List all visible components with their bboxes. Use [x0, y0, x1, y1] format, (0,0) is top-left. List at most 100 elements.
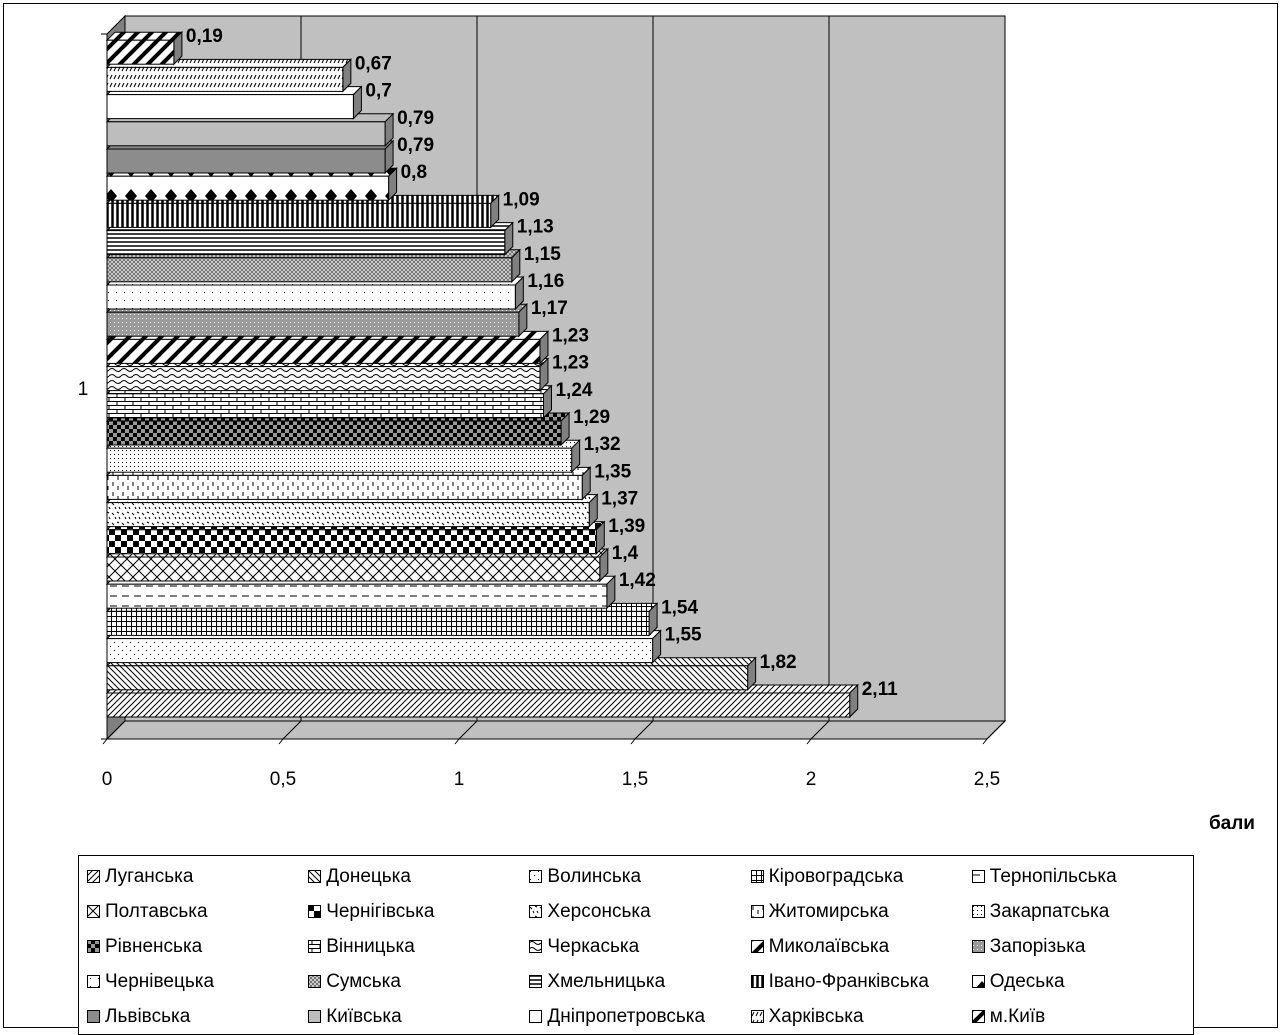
x-tick-label: 2,5	[974, 769, 1000, 790]
legend-item: Хмельницька	[529, 964, 750, 999]
legend-swatch	[750, 905, 764, 918]
x-tick-label: 0,5	[270, 769, 296, 790]
bar-25	[105, 30, 184, 66]
legend-label: Миколаївська	[768, 935, 890, 957]
floor-gridline	[810, 720, 830, 740]
legend-label: Чернівецька	[105, 970, 215, 992]
bar-value-label: 0,67	[355, 53, 392, 74]
legend-item: Житомирська	[750, 894, 972, 929]
bar-value-label: 1,39	[608, 516, 645, 537]
legend-label: Черкаська	[547, 935, 640, 957]
bar-15	[105, 302, 529, 338]
legend-swatch	[529, 940, 543, 953]
bar-value-label: 0,8	[401, 162, 427, 183]
legend-swatch	[87, 870, 100, 883]
x-tick-label: 1	[454, 769, 465, 790]
legend-item: Харківська	[750, 999, 972, 1034]
legend-label: Вінницька	[326, 935, 415, 957]
bar-value-label: 0,19	[186, 26, 223, 47]
legend-item: Закарпатська	[971, 894, 1193, 929]
x-tick-label: 2	[806, 769, 817, 790]
legend-swatch	[308, 1010, 322, 1023]
legend-swatch	[87, 1010, 100, 1023]
legend-item: Івано-Франківська	[750, 964, 972, 999]
x-tick	[102, 738, 108, 745]
bar-value-label: 1,32	[584, 434, 621, 455]
plot-floor	[105, 720, 1007, 740]
x-tick	[630, 738, 636, 745]
bar-value-label: 1,29	[573, 407, 610, 428]
legend-swatch	[971, 870, 985, 883]
chart-legend: Луганська Донецька Волинська Кіровоградська…	[78, 855, 1194, 1035]
legend-label: Кіровоградська	[768, 865, 904, 887]
legend-swatch	[750, 940, 764, 953]
bar-value-label: 1,23	[552, 353, 589, 374]
legend-item: Донецька	[308, 859, 529, 894]
x-tick	[806, 738, 812, 745]
legend-item: Львівська	[87, 999, 308, 1034]
legend-label: Рівненська	[105, 935, 203, 957]
legend-swatch	[971, 905, 985, 918]
legend-item: Кіровоградська	[750, 859, 972, 894]
bar-13	[105, 357, 550, 392]
legend-item: м.Київ	[971, 999, 1193, 1034]
bar-value-label: 1,82	[760, 652, 797, 673]
legend-label: Чернігівська	[326, 900, 435, 922]
legend-label: Херсонська	[547, 900, 651, 922]
legend-item: Херсонська	[529, 894, 750, 929]
bar-value-label: 1,37	[601, 489, 638, 510]
floor-gridline	[282, 720, 302, 740]
legend-item: Вінницька	[308, 929, 529, 964]
legend-swatch	[308, 870, 322, 883]
bar-value-label: 2,11	[862, 679, 898, 700]
bar-value-label: 1,54	[661, 597, 698, 618]
legend-swatch	[87, 940, 100, 953]
legend-swatch	[529, 870, 543, 883]
legend-item: Чернігівська	[308, 894, 529, 929]
category-label: 1	[78, 379, 89, 400]
legend-swatch	[529, 905, 543, 918]
bar-value-label: 1,42	[619, 570, 656, 591]
bar-value-label: 1,24	[555, 380, 592, 401]
legend-label: Тернопільська	[989, 865, 1117, 887]
floor-gridline	[634, 720, 654, 740]
legend-swatch	[750, 1010, 764, 1023]
legend-label: Івано-Франківська	[768, 970, 929, 992]
legend-item: Рівненська	[87, 929, 308, 964]
bar-value-label: 1,23	[552, 325, 589, 346]
bar-value-label: 1,35	[594, 461, 631, 482]
legend-label: Одеська	[989, 970, 1065, 992]
legend-swatch	[529, 975, 543, 988]
legend-item: Одеська	[971, 964, 1193, 999]
legend-swatch	[308, 940, 322, 953]
legend-label: Полтавська	[105, 900, 208, 922]
bar-value-label: 1,13	[517, 217, 554, 238]
legend-label: Дніпропетровська	[547, 1005, 706, 1027]
bar-value-label: 0,79	[397, 135, 434, 156]
legend-item: Київська	[308, 999, 529, 1034]
legend-item: Полтавська	[87, 894, 308, 929]
legend-item: Тернопільська	[971, 859, 1193, 894]
legend-label: Київська	[326, 1005, 402, 1027]
legend-label: Закарпатська	[989, 900, 1110, 922]
legend-item: Дніпропетровська	[529, 999, 750, 1034]
legend-item: Волинська	[529, 859, 750, 894]
legend-label: м.Київ	[989, 1005, 1046, 1027]
x-tick-label: 0	[102, 769, 113, 790]
floor-gridline	[106, 720, 126, 740]
bar-value-label: 0,79	[397, 108, 434, 129]
legend-label: Харківська	[768, 1005, 864, 1027]
x-tick	[454, 738, 460, 745]
legend-label: Житомирська	[768, 900, 889, 922]
legend-item: Луганська	[87, 859, 308, 894]
floor-gridline	[458, 720, 478, 740]
legend-swatch	[529, 1010, 543, 1023]
legend-swatch	[971, 940, 985, 953]
bar-value-label: 0,7	[365, 81, 391, 102]
legend-item: Миколаївська	[750, 929, 972, 964]
legend-label: Донецька	[326, 865, 411, 887]
bar-value-label: 1,16	[527, 271, 564, 292]
legend-label: Волинська	[547, 865, 642, 887]
x-tick	[982, 738, 988, 745]
legend-swatch	[87, 905, 100, 918]
